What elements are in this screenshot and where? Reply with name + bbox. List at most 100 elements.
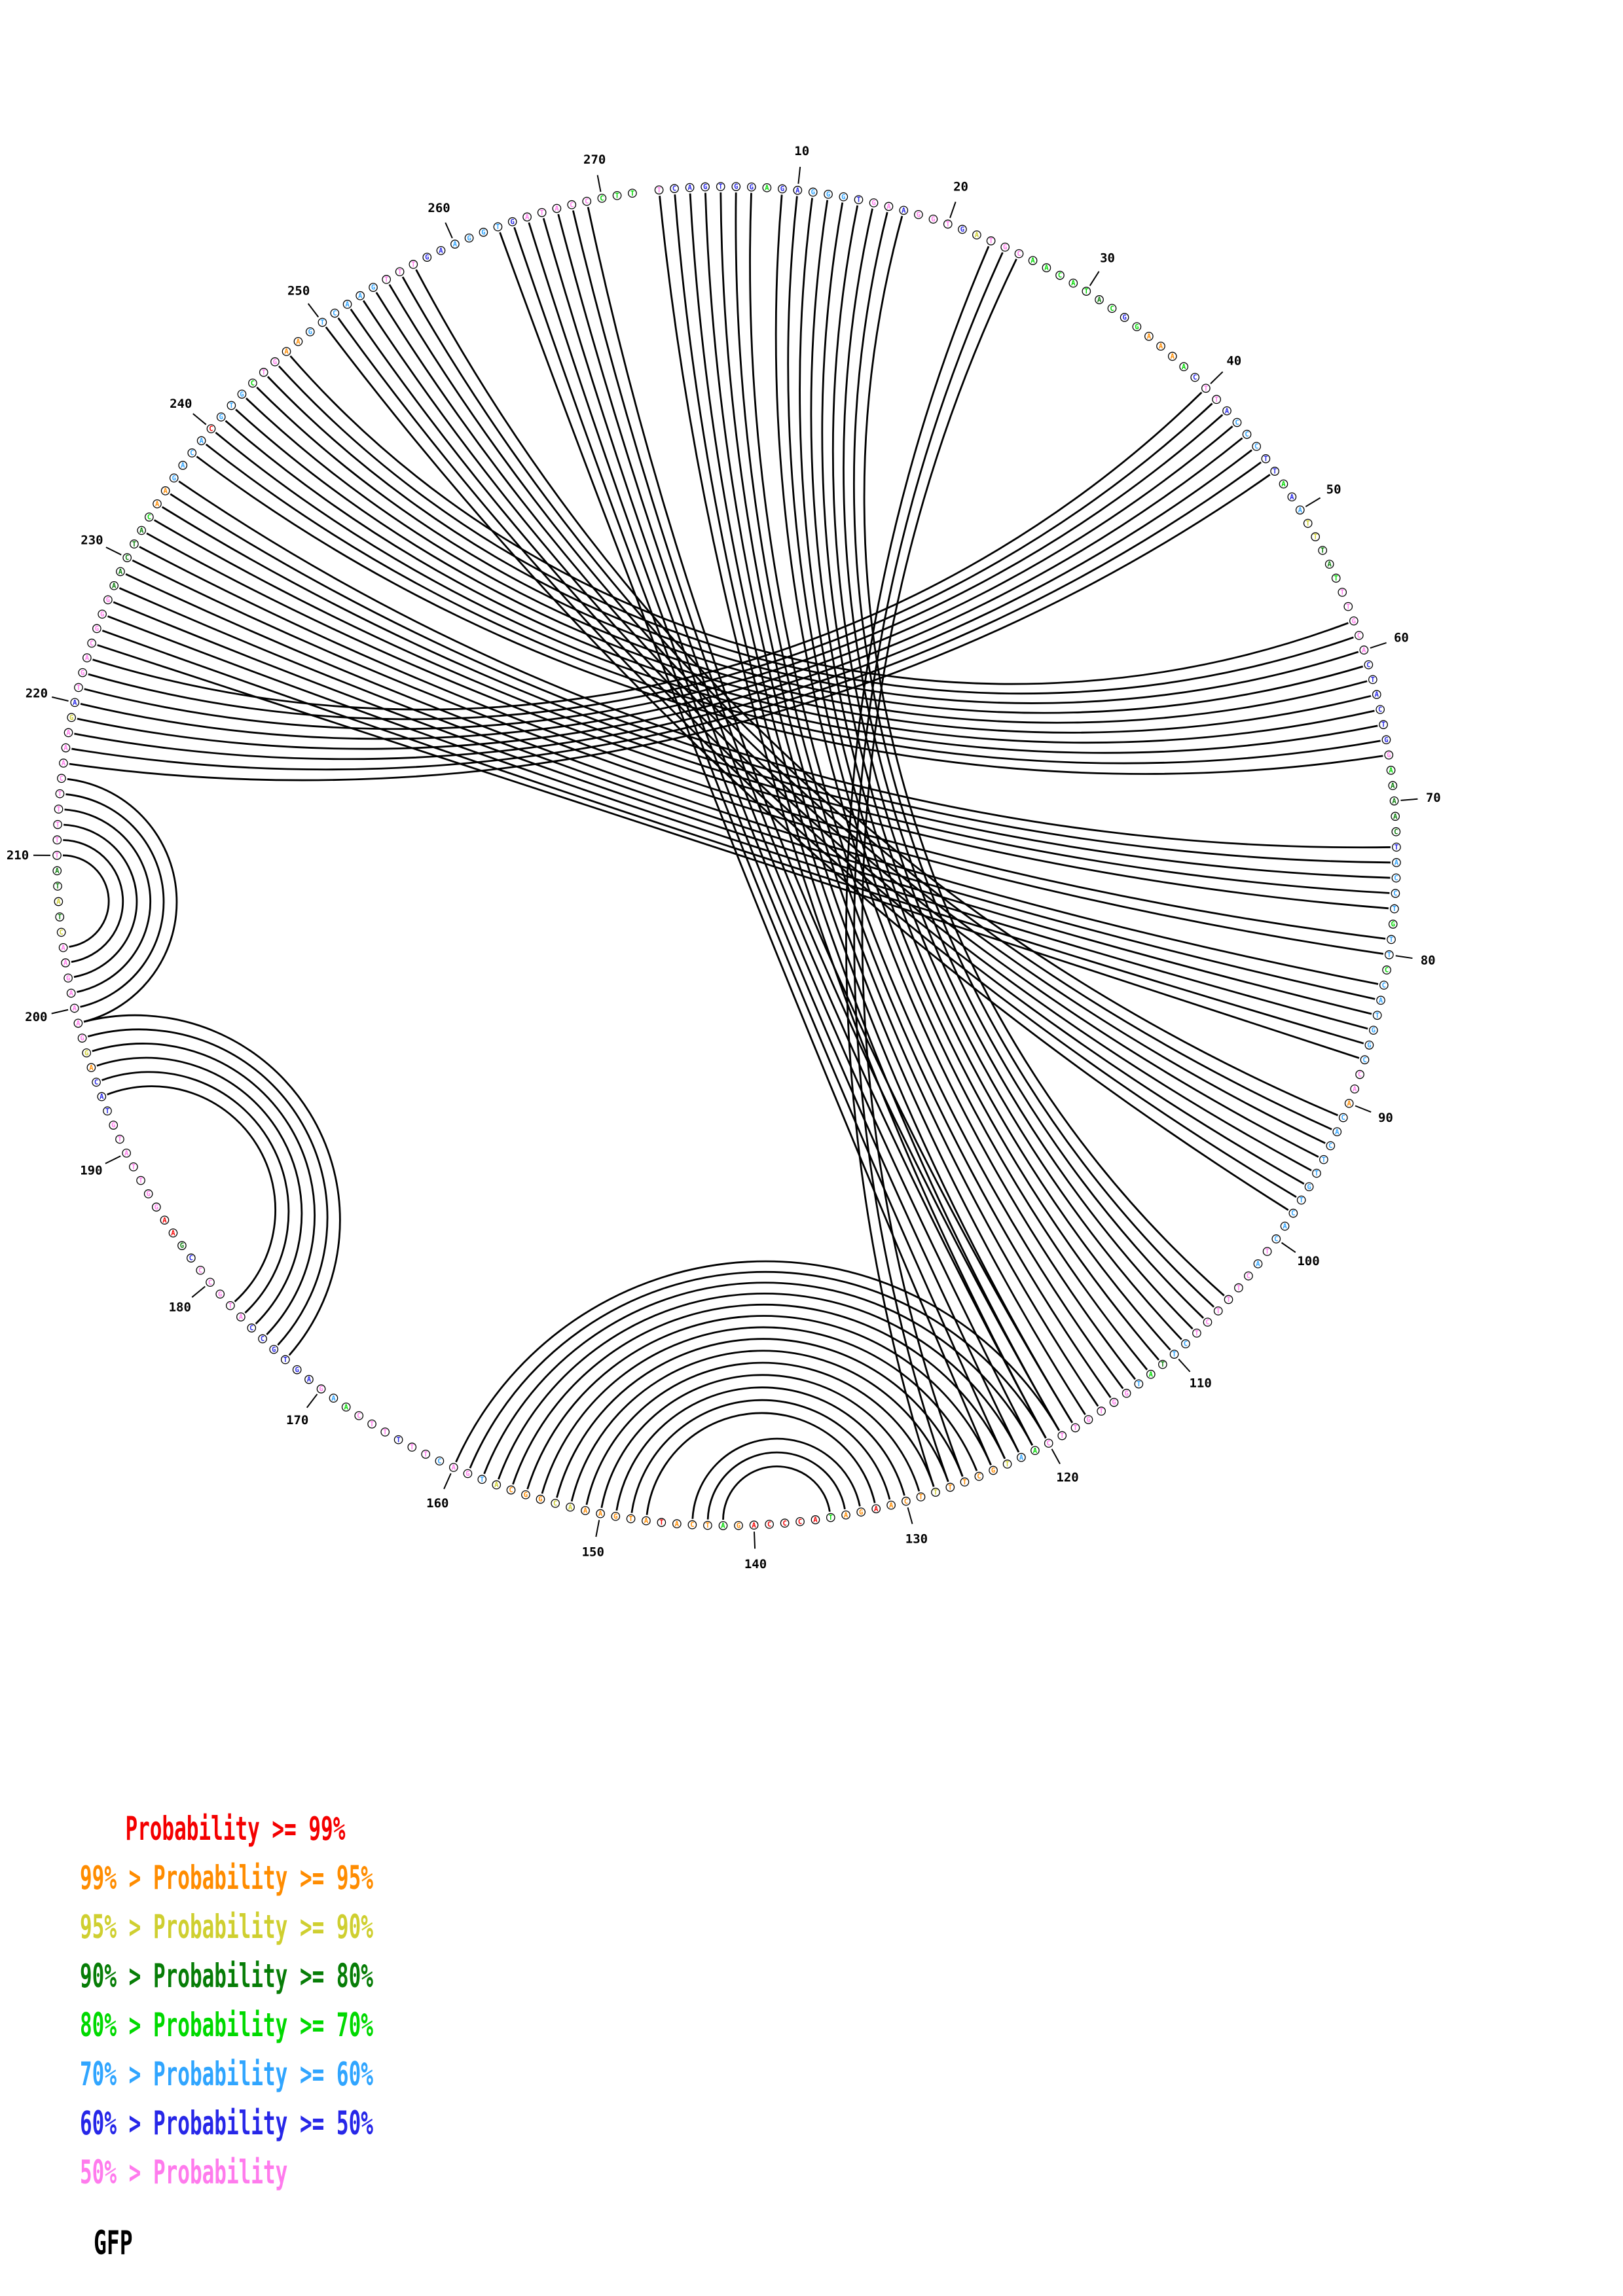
sequence-node: T — [1169, 1350, 1179, 1359]
sequence-node: G — [746, 182, 756, 192]
node-circle — [841, 1510, 850, 1520]
node-letter: A — [494, 1481, 499, 1489]
node-letter: A — [886, 203, 891, 211]
sequence-node: A — [86, 1063, 96, 1073]
node-circle — [928, 214, 938, 224]
node-letter: T — [370, 1420, 374, 1428]
node-circle — [196, 436, 206, 446]
sequence-node: G — [82, 1048, 92, 1058]
node-letter: C — [1394, 874, 1398, 882]
node-circle — [931, 1488, 940, 1497]
node-letter: G — [66, 975, 70, 982]
position-tick — [1305, 497, 1321, 507]
sequence-node: G — [292, 1365, 302, 1374]
node-letter: T — [1313, 533, 1317, 541]
node-letter: G — [100, 611, 104, 619]
chart-title: GFP — [94, 2224, 133, 2262]
node-letter: A — [61, 944, 65, 952]
sequence-node: T — [54, 804, 64, 814]
sequence-node: A — [59, 759, 68, 768]
node-letter: C — [1017, 250, 1021, 258]
node-circle — [1242, 429, 1252, 439]
node-letter: T — [934, 1489, 938, 1497]
node-letter: C — [147, 514, 151, 522]
pair-arc — [215, 431, 1378, 754]
sequence-node: T — [945, 1482, 955, 1492]
sequence-node: A — [122, 1148, 132, 1158]
node-letter: T — [856, 196, 860, 204]
sequence-node: T — [1331, 573, 1341, 583]
sequence-node: C — [1271, 1234, 1281, 1244]
node-letter: G — [1086, 1416, 1090, 1424]
node-circle — [1344, 1098, 1354, 1108]
pair-arc — [64, 823, 138, 978]
sequence-node: T — [626, 1514, 636, 1524]
node-letter: T — [410, 1444, 414, 1452]
sequence-node: G — [731, 182, 741, 191]
node-letter: A — [1393, 813, 1398, 821]
sequence-node: G — [216, 412, 226, 422]
node-letter: A — [344, 1403, 349, 1411]
pair-arc — [498, 1293, 1020, 1480]
sequence-node: A — [160, 486, 170, 495]
node-circle — [1044, 1439, 1053, 1448]
sequence-node: C — [1244, 1271, 1253, 1281]
node-circle — [1055, 270, 1065, 280]
node-circle — [393, 1435, 403, 1444]
node-letter: A — [100, 1093, 104, 1101]
sequence-node: T — [395, 267, 405, 277]
node-circle — [1379, 720, 1388, 729]
node-circle — [869, 198, 879, 207]
node-letter: C — [249, 1325, 253, 1333]
node-letter: A — [64, 744, 68, 752]
node-circle — [87, 638, 96, 648]
node-circle — [97, 1092, 107, 1102]
node-circle — [1324, 560, 1334, 569]
node-circle — [477, 1475, 487, 1484]
node-letter: T — [228, 1302, 232, 1310]
sequence-node: A — [522, 212, 532, 222]
node-circle — [145, 512, 154, 522]
sequence-node: A — [1332, 1127, 1342, 1137]
sequence-node: C — [1355, 1069, 1364, 1079]
node-letter: A — [644, 1517, 649, 1525]
sequence-node: T — [628, 188, 637, 198]
node-letter: C — [59, 929, 63, 937]
node-letter: T — [1381, 721, 1385, 729]
sequence-node: A — [886, 1500, 896, 1510]
node-letter: A — [296, 338, 301, 346]
sequence-node: A — [58, 942, 68, 952]
node-circle — [989, 1465, 998, 1475]
node-letter: G — [1391, 921, 1395, 929]
node-letter: C — [357, 1412, 361, 1420]
node-letter: T — [1161, 1361, 1165, 1369]
pair-arc — [88, 403, 1213, 721]
node-letter: C — [1205, 1319, 1209, 1327]
node-letter: C — [208, 1279, 212, 1287]
node-circle — [1097, 1407, 1106, 1416]
node-letter: T — [946, 221, 950, 228]
node-letter: G — [80, 1035, 84, 1043]
pair-arc — [146, 532, 1389, 910]
sequence-node: C — [795, 1516, 805, 1526]
node-letter: G — [1124, 1390, 1128, 1397]
node-circle — [463, 1469, 473, 1479]
node-letter: C — [1235, 419, 1239, 427]
node-letter: G — [272, 1346, 276, 1354]
node-circle — [479, 228, 488, 237]
node-letter: A — [675, 1520, 680, 1528]
sequence-node: C — [206, 424, 216, 433]
node-circle — [1389, 904, 1399, 914]
node-letter: G — [991, 1467, 995, 1475]
sequence-node: T — [53, 882, 62, 891]
node-letter: C — [60, 775, 64, 783]
sequence-node: C — [1181, 1339, 1190, 1348]
node-letter: T — [1395, 844, 1398, 852]
node-circle — [341, 1402, 351, 1412]
ticks-layer: 10 20 30 40 50 60 70 80 90 100 110 120 130 140 150 160 1… — [7, 144, 1441, 1571]
node-circle — [356, 291, 365, 300]
node-circle — [53, 819, 62, 829]
node-letter: T — [1389, 936, 1393, 944]
node-circle — [216, 412, 226, 422]
sequence-node: T — [1082, 287, 1091, 296]
